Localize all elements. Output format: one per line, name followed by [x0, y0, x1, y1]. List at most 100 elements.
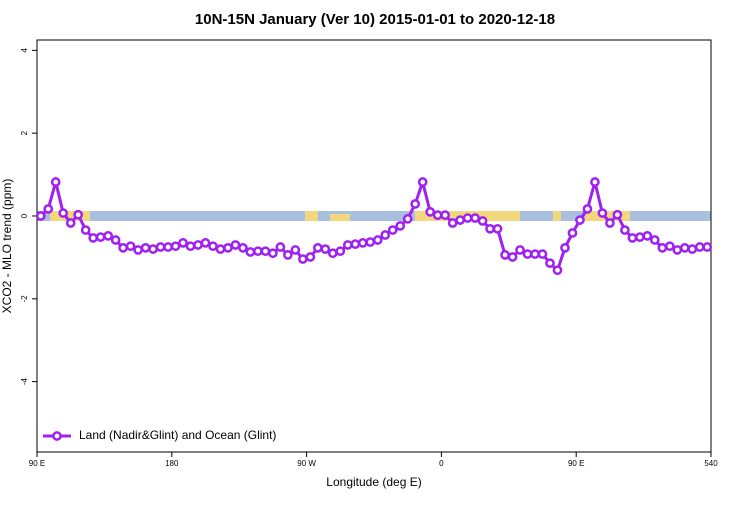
data-point: [95, 232, 106, 242]
data-point: [372, 235, 383, 245]
data-point: [275, 242, 286, 252]
data-point: [492, 223, 503, 234]
x-tick-label: 90 W: [297, 459, 316, 468]
data-point: [642, 231, 653, 241]
legend-marker: [52, 431, 62, 441]
y-tick-label: 0: [20, 213, 29, 218]
data-point: [35, 211, 46, 221]
data-point: [73, 209, 84, 220]
data-point: [327, 248, 338, 259]
x-tick-label: 540: [704, 459, 718, 468]
data-point: [485, 223, 495, 234]
x-tick-label: 90 E: [29, 459, 45, 468]
data-point: [245, 247, 256, 257]
data-point: [380, 230, 391, 240]
data-point: [395, 221, 406, 231]
data-point: [635, 232, 645, 242]
data-point: [425, 206, 436, 217]
data-point: [530, 249, 540, 259]
data-point: [470, 213, 480, 223]
y-tick-label: 2: [20, 130, 29, 135]
data-point: [268, 248, 278, 259]
y-tick-label: -4: [20, 378, 29, 386]
data-point: [200, 238, 211, 248]
data-point: [350, 239, 361, 249]
data-point: [387, 225, 398, 235]
data-point: [657, 243, 668, 253]
land-band: [585, 211, 630, 221]
data-point: [253, 246, 263, 257]
data-point: [664, 241, 675, 252]
data-point: [567, 228, 578, 238]
data-point: [672, 245, 683, 255]
data-point: [215, 244, 226, 254]
data-point: [65, 218, 76, 228]
data-point: [342, 240, 353, 250]
data-point: [552, 265, 563, 276]
data-point: [320, 244, 331, 254]
data-point: [163, 242, 173, 252]
land-band: [305, 211, 318, 221]
legend-label: Land (Nadir&Glint) and Ocean (Glint): [79, 428, 276, 442]
data-point: [155, 242, 166, 252]
data-point: [515, 245, 525, 255]
data-point: [590, 177, 600, 187]
data-point: [133, 245, 143, 255]
data-point: [702, 242, 713, 252]
data-point: [649, 235, 660, 245]
y-tick-label: -2: [20, 295, 29, 303]
x-tick-label: 180: [165, 459, 179, 468]
data-point: [290, 245, 301, 255]
data-point: [545, 258, 555, 269]
data-point: [605, 218, 615, 228]
data-point: [230, 240, 241, 250]
data-point: [365, 237, 376, 247]
data-point: [537, 249, 548, 259]
y-tick-label: 4: [20, 48, 29, 53]
ocean-band: [37, 211, 711, 221]
data-point: [125, 241, 136, 252]
x-axis-label: Longitude (deg E): [326, 475, 421, 489]
data-point: [522, 249, 533, 259]
data-point: [58, 208, 69, 218]
data-point: [432, 210, 443, 221]
data-point: [170, 241, 181, 252]
data-point: [679, 243, 690, 253]
data-point: [417, 177, 428, 187]
data-point: [694, 242, 705, 252]
data-point: [50, 177, 61, 187]
data-point: [447, 218, 458, 228]
data-point: [103, 231, 113, 241]
data-point: [582, 204, 593, 214]
data-point: [118, 243, 128, 253]
y-axis-label: XCO2 - MLO trend (ppm): [0, 179, 14, 314]
data-point: [283, 250, 293, 260]
data-point: [140, 243, 151, 253]
data-point: [335, 246, 346, 257]
data-point: [500, 250, 510, 260]
data-point: [597, 208, 608, 218]
data-point: [88, 233, 99, 243]
data-point: [357, 238, 368, 248]
data-point: [440, 210, 450, 221]
data-point: [110, 235, 121, 245]
chart-title: 10N-15N January (Ver 10) 2015-01-01 to 2…: [195, 11, 555, 28]
land-band: [553, 211, 561, 221]
data-point: [238, 243, 248, 253]
data-point: [43, 204, 54, 214]
data-point: [208, 241, 218, 252]
data-point: [477, 216, 488, 226]
data-point: [402, 214, 413, 224]
x-tick-label: 90 E: [568, 459, 584, 468]
data-point: [410, 199, 421, 209]
data-point: [223, 243, 233, 253]
data-point: [298, 254, 308, 264]
data-point: [620, 225, 630, 235]
x-tick-label: 0: [439, 459, 444, 468]
data-point: [80, 225, 91, 235]
data-point: [507, 252, 518, 262]
land-band: [50, 211, 90, 221]
data-point: [687, 244, 698, 254]
